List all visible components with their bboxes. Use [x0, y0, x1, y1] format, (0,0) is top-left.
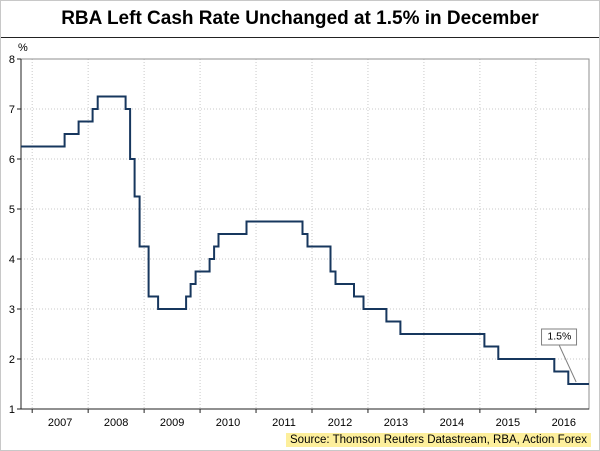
- chart-canvas: 1 2 3 4 5 6 7 8 2007 2008 2009 2010 2011 2012 2013 2014…: [9, 54, 590, 429]
- x-tick-label: 2014: [440, 417, 464, 429]
- x-tick-label: 2009: [160, 417, 184, 429]
- source-note: Source: Thomson Reuters Datastream, RBA,…: [286, 433, 591, 447]
- x-tick-label: 2013: [384, 417, 408, 429]
- x-tick-label: 2012: [328, 417, 352, 429]
- x-tick-label: 2008: [104, 417, 128, 429]
- y-tick-label: 6: [9, 154, 15, 166]
- x-tick-label: 2007: [48, 417, 72, 429]
- y-tick-label: 4: [9, 254, 15, 266]
- y-tick-label: 2: [9, 354, 15, 366]
- cash-rate-step-line: [21, 95, 589, 385]
- x-tick-label: 2015: [496, 417, 520, 429]
- x-tick-label: 2010: [216, 417, 240, 429]
- x-tick-label: 2016: [552, 417, 576, 429]
- y-axis-unit-label: %: [18, 42, 28, 54]
- annotation-callout: 1.5%: [541, 328, 578, 345]
- y-tick-label: 3: [9, 304, 15, 316]
- y-tick-label: 5: [9, 204, 15, 216]
- y-tick-label: 1: [9, 404, 15, 416]
- y-tick-label: 7: [9, 104, 15, 116]
- y-tick-label: 8: [9, 54, 15, 66]
- chart-title: RBA Left Cash Rate Unchanged at 1.5% in …: [1, 1, 599, 38]
- x-tick-label: 2011: [272, 417, 296, 429]
- annotation-leader-line: [558, 345, 577, 383]
